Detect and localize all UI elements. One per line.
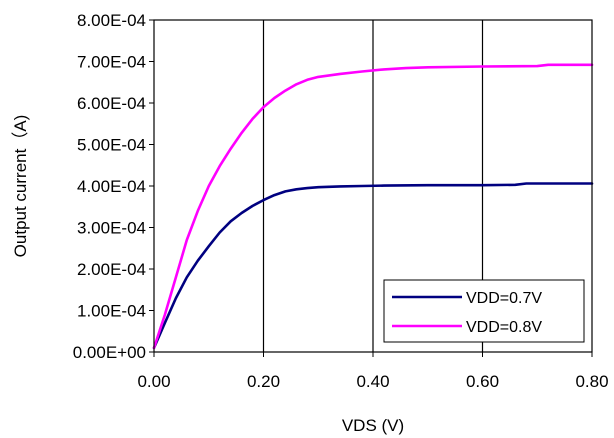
x-axis-title: VDS (V) [342, 416, 404, 435]
x-axis-ticks: 0.00 0.20 0.40 0.60 0.80 [137, 352, 609, 391]
x-tick-label-0: 0.00 [137, 372, 170, 391]
series-line-vdd-0-7v [152, 182, 594, 350]
y-axis-title: Output current（A) [11, 115, 30, 258]
x-tick-label-3: 0.60 [466, 372, 499, 391]
y-tick-label-0: 0.00E+00 [73, 343, 146, 362]
y-tick-label-8: 8.00E-04 [77, 11, 146, 30]
y-tick-label-5: 5.00E-04 [77, 136, 146, 155]
y-tick-label-3: 3.00E-04 [77, 219, 146, 238]
y-tick-label-4: 4.00E-04 [77, 177, 146, 196]
x-tick-label-4: 0.80 [575, 372, 608, 391]
series-line-vdd-0-8v [152, 63, 594, 350]
y-tick-label-2: 2.00E-04 [77, 260, 146, 279]
legend-label-vdd-0-7v: VDD=0.7V [466, 290, 542, 307]
y-tick-label-6: 6.00E-04 [77, 94, 146, 113]
y-tick-label-1: 1.00E-04 [77, 302, 146, 321]
x-tick-label-1: 0.20 [247, 372, 280, 391]
y-tick-label-7: 7.00E-04 [77, 53, 146, 72]
y-axis-ticks: 0.00E+00 1.00E-04 2.00E-04 3.00E-04 4.00E-04… [73, 11, 154, 362]
legend-label-vdd-0-8v: VDD=0.8V [466, 319, 542, 336]
legend-box [383, 279, 585, 343]
series-lines [152, 63, 594, 350]
legend: VDD=0.7V VDD=0.8V [383, 279, 585, 343]
x-tick-label-2: 0.40 [356, 372, 389, 391]
